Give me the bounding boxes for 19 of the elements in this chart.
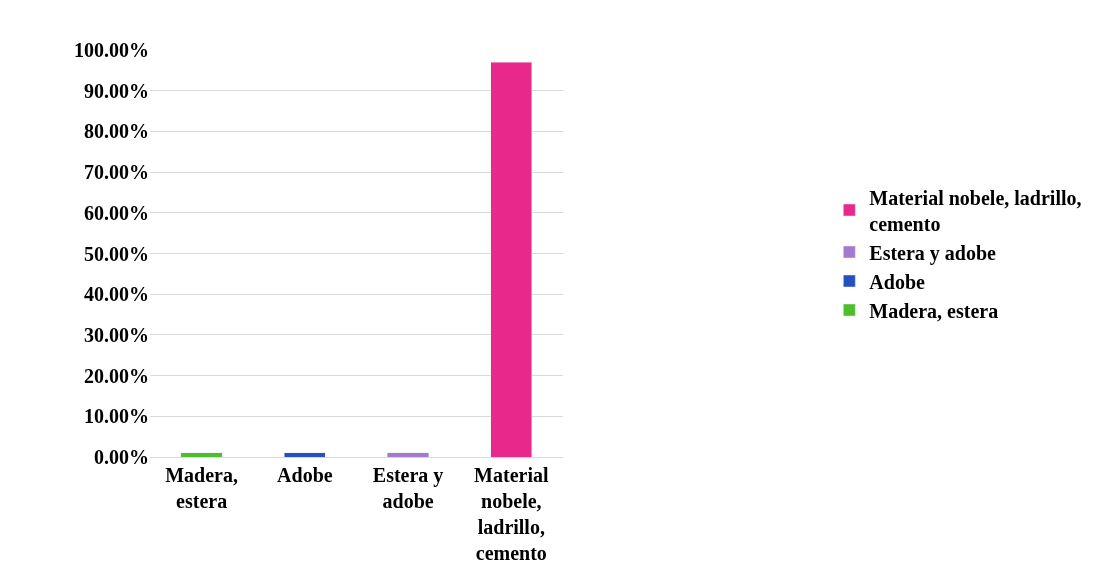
- y-tick-label: 50.00%: [84, 242, 149, 265]
- y-tick-label: 40.00%: [84, 283, 149, 306]
- legend-label: Material nobele, ladrillo, cemento: [869, 186, 1082, 235]
- x-tick-label: Madera, estera: [165, 464, 238, 512]
- x-tick-label: Material nobele, ladrillo, cemento: [474, 464, 549, 564]
- x-tick-label: Adobe: [277, 464, 333, 486]
- legend-label: Adobe: [869, 270, 926, 293]
- x-tick-label: Estera y adobe: [372, 464, 444, 512]
- legend-label: Madera, estera: [869, 299, 999, 322]
- y-tick-label: 20.00%: [84, 364, 149, 387]
- y-tick-label: 30.00%: [84, 323, 149, 346]
- y-tick-label: 10.00%: [84, 405, 149, 428]
- y-tick-label: 70.00%: [84, 161, 149, 184]
- y-tick-label: 0.00%: [94, 446, 149, 468]
- y-tick-label: 100.00%: [74, 39, 149, 61]
- legend-label: Estera y adobe: [869, 241, 997, 265]
- y-tick-label: 80.00%: [84, 120, 149, 143]
- y-tick-label: 60.00%: [84, 201, 149, 224]
- y-tick-label: 90.00%: [84, 79, 149, 102]
